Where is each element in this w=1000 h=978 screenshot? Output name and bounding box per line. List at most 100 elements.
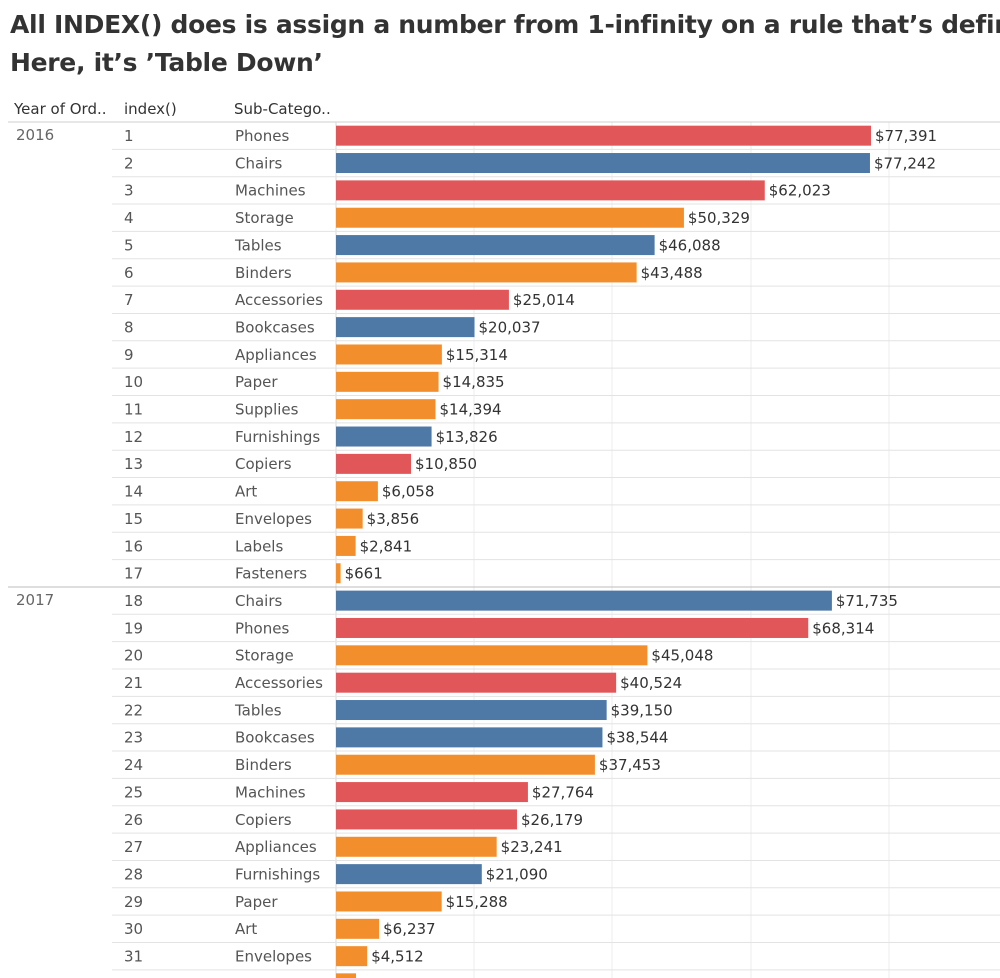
- bar-chairs[interactable]: [336, 153, 870, 174]
- subcategory-label: Bookcases: [235, 318, 315, 336]
- value-label: $10,850: [415, 455, 477, 473]
- index-label: 19: [124, 619, 143, 637]
- value-label: $68,314: [812, 619, 874, 637]
- bar-copiers[interactable]: [336, 453, 412, 474]
- index-label: 21: [124, 674, 143, 692]
- bar-tables[interactable]: [336, 235, 655, 256]
- index-label: 9: [124, 346, 134, 364]
- bar-storage[interactable]: [336, 645, 648, 666]
- index-label: 26: [124, 811, 143, 829]
- bar-binders[interactable]: [336, 262, 637, 283]
- bar-supplies[interactable]: [336, 399, 436, 420]
- value-label: $21,090: [486, 865, 548, 883]
- subcategory-label: Storage: [235, 647, 294, 665]
- column-header-subcategory[interactable]: Sub-Catego..: [234, 100, 331, 118]
- bar-cut-off[interactable]: [336, 973, 356, 978]
- value-label: $40,524: [620, 674, 682, 692]
- bar-labels[interactable]: [336, 535, 356, 556]
- value-label: $3,856: [367, 510, 420, 528]
- index-label: 3: [124, 182, 134, 200]
- subcategory-label: Paper: [235, 893, 278, 911]
- subcategory-label: Envelopes: [235, 510, 312, 528]
- bar-accessories[interactable]: [336, 672, 617, 693]
- value-label: $37,453: [599, 756, 661, 774]
- bar-art[interactable]: [336, 918, 380, 939]
- index-label: 7: [124, 291, 134, 309]
- index-label: 14: [124, 483, 143, 501]
- bar-envelopes[interactable]: [336, 946, 368, 967]
- bar-furnishings[interactable]: [336, 864, 482, 885]
- bar-appliances[interactable]: [336, 344, 442, 365]
- value-label: $27,764: [532, 783, 594, 801]
- subcategory-label: Phones: [235, 619, 289, 637]
- subcategory-label: Machines: [235, 783, 306, 801]
- index-label: 16: [124, 537, 143, 555]
- bar-machines[interactable]: [336, 180, 765, 201]
- subcategory-label: Tables: [234, 236, 282, 254]
- subcategory-label: Art: [235, 920, 257, 938]
- bar-chairs[interactable]: [336, 590, 832, 611]
- index-label: 28: [124, 865, 143, 883]
- value-label: $15,288: [446, 893, 508, 911]
- column-header-index[interactable]: index(): [124, 100, 177, 118]
- subcategory-label: Fasteners: [235, 565, 307, 583]
- subcategory-label: Machines: [235, 182, 306, 200]
- bar-furnishings[interactable]: [336, 426, 432, 447]
- column-header-year[interactable]: Year of Ord..: [14, 100, 107, 118]
- bar-storage[interactable]: [336, 207, 684, 228]
- bar-bookcases[interactable]: [336, 727, 603, 748]
- value-label: $25,014: [513, 291, 575, 309]
- subcategory-label: Binders: [235, 264, 292, 282]
- subcategory-label: Labels: [235, 537, 283, 555]
- bar-machines[interactable]: [336, 782, 528, 803]
- subcategory-label: Copiers: [235, 455, 292, 473]
- index-label: 25: [124, 783, 143, 801]
- bar-accessories[interactable]: [336, 289, 509, 310]
- value-label: $43,488: [641, 264, 703, 282]
- value-label: $2,841: [360, 537, 413, 555]
- subcategory-label: Accessories: [235, 674, 323, 692]
- bar-fasteners[interactable]: [336, 563, 341, 584]
- bar-art[interactable]: [336, 481, 378, 502]
- value-label: $23,241: [501, 838, 563, 856]
- subcategory-label: Chairs: [235, 154, 283, 172]
- subcategory-label: Chairs: [235, 592, 283, 610]
- chart-title-line-1: All INDEX() does is assign a number from…: [10, 10, 1000, 39]
- value-label: $4,512: [371, 948, 424, 966]
- chart-title-line-2: Here, it’s ’Table Down’: [10, 48, 323, 77]
- bar-envelopes[interactable]: [336, 508, 363, 529]
- index-label: 15: [124, 510, 143, 528]
- subcategory-label: Paper: [235, 373, 278, 391]
- index-label: 1: [124, 127, 134, 145]
- bar-tables[interactable]: [336, 700, 607, 721]
- subcategory-label: Art: [235, 483, 257, 501]
- value-label: $46,088: [659, 236, 721, 254]
- index-label: 5: [124, 236, 134, 254]
- index-label: 4: [124, 209, 134, 227]
- value-label: $50,329: [688, 209, 750, 227]
- subcategory-label: Furnishings: [235, 428, 320, 446]
- year-label: 2016: [16, 126, 54, 144]
- bar-copiers[interactable]: [336, 809, 517, 830]
- subcategory-label: Furnishings: [235, 865, 320, 883]
- index-label: 31: [124, 948, 143, 966]
- subcategory-label: Accessories: [235, 291, 323, 309]
- value-label: $77,242: [874, 154, 936, 172]
- bar-paper[interactable]: [336, 371, 439, 392]
- index-label: 6: [124, 264, 134, 282]
- value-label: $62,023: [769, 182, 831, 200]
- bar-bookcases[interactable]: [336, 317, 475, 338]
- index-label: 30: [124, 920, 143, 938]
- bar-appliances[interactable]: [336, 836, 497, 857]
- value-label: $26,179: [521, 811, 583, 829]
- bar-phones[interactable]: [336, 125, 871, 146]
- bar-paper[interactable]: [336, 891, 442, 912]
- bar-phones[interactable]: [336, 617, 809, 638]
- bar-binders[interactable]: [336, 754, 595, 775]
- value-label: $45,048: [651, 647, 713, 665]
- value-label: $661: [345, 565, 383, 583]
- subcategory-label: Storage: [235, 209, 294, 227]
- value-label: $13,826: [436, 428, 498, 446]
- year-label: 2017: [16, 591, 54, 609]
